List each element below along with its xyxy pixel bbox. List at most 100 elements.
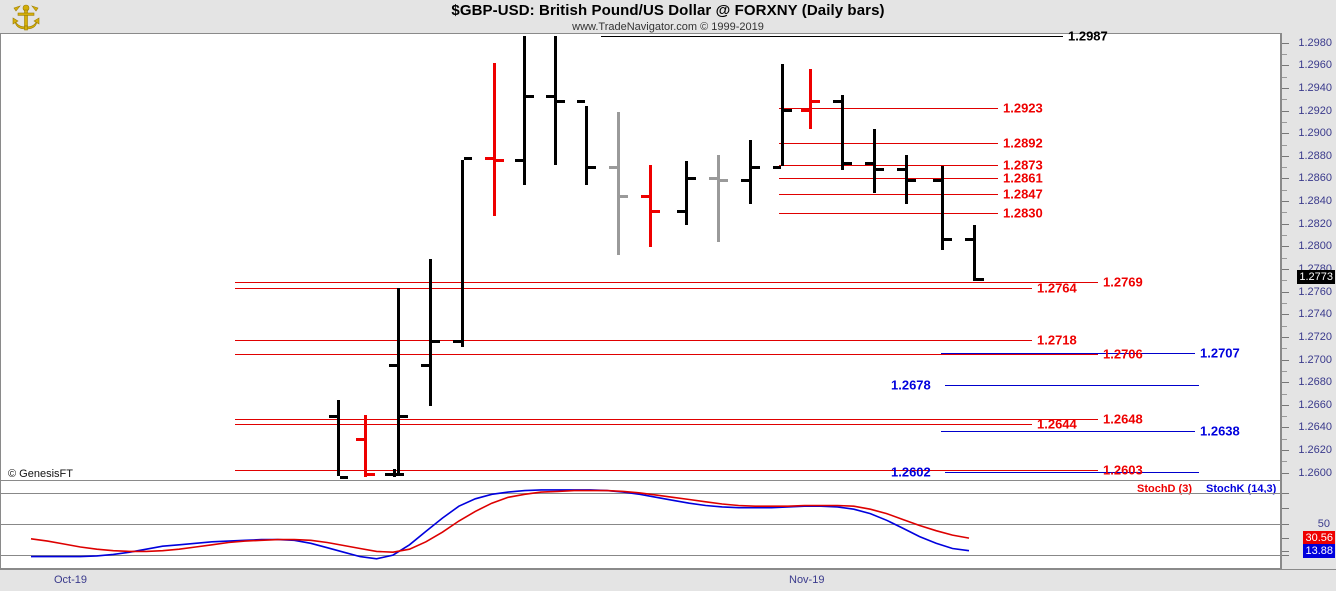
price-level-line[interactable] xyxy=(235,419,1098,421)
stoch-gridline-lower xyxy=(1,555,1280,557)
chart-title: $GBP-USD: British Pound/US Dollar @ FORX… xyxy=(451,2,885,19)
date-label-nov: Nov-19 xyxy=(789,574,825,586)
price-axis-label: 1.2700 xyxy=(1298,353,1332,366)
stoch-gridline-mid xyxy=(1,524,1280,525)
ohlc-close-tick xyxy=(876,168,884,172)
price-axis-label: 1.2640 xyxy=(1298,421,1332,434)
price-level-line[interactable] xyxy=(945,471,1199,473)
price-axis-tick-minor xyxy=(1282,280,1287,282)
ohlc-open-tick xyxy=(546,94,554,98)
ohlc-close-tick xyxy=(844,162,852,166)
ohlc-close-tick xyxy=(432,340,440,344)
price-axis-tick xyxy=(1282,404,1289,406)
ohlc-close-tick xyxy=(908,179,916,183)
chart-header: $GBP-USD: British Pound/US Dollar @ FORX… xyxy=(0,0,1336,33)
price-level-line[interactable] xyxy=(941,430,1195,432)
price-axis-tick-minor xyxy=(1282,189,1287,191)
ohlc-wick xyxy=(461,160,464,347)
ohlc-wick xyxy=(781,63,784,166)
ohlc-wick xyxy=(873,128,876,194)
stoch-axis-tick xyxy=(1282,555,1289,557)
ohlc-open-tick xyxy=(833,100,841,104)
price-axis-tick xyxy=(1282,472,1289,474)
price-level-line[interactable] xyxy=(945,385,1199,387)
stoch-axis-tick xyxy=(1282,492,1289,494)
ohlc-wick xyxy=(905,154,908,205)
price-level-line[interactable] xyxy=(235,282,1098,284)
price-level-line[interactable] xyxy=(941,352,1195,354)
ohlc-wick xyxy=(617,111,620,256)
price-level-line[interactable] xyxy=(779,178,998,180)
price-level-line[interactable] xyxy=(779,164,998,166)
ohlc-close-tick xyxy=(784,109,792,113)
current-price-marker: 1.2773 xyxy=(1297,269,1335,284)
ohlc-close-tick xyxy=(752,165,760,169)
stoch-d-legend: StochD (3) xyxy=(1137,483,1192,495)
price-axis-label: 1.2720 xyxy=(1298,330,1332,343)
price-level-line[interactable] xyxy=(601,35,1063,37)
price-level-line[interactable] xyxy=(779,143,998,145)
price-axis-label: 1.2760 xyxy=(1298,285,1332,298)
ohlc-wick xyxy=(364,414,367,478)
price-axis-tick xyxy=(1282,133,1289,135)
ohlc-close-tick xyxy=(652,210,660,214)
price-axis-tick-minor xyxy=(1282,144,1287,146)
stochastic-curves xyxy=(30,489,970,560)
date-label-oct: Oct-19 xyxy=(54,574,88,586)
ohlc-close-tick xyxy=(496,159,504,163)
chart-subtitle: www.TradeNavigator.com © 1999-2019 xyxy=(572,21,764,33)
price-axis-tick-minor xyxy=(1282,416,1287,418)
price-axis: 1.2980 1.2960 1.2940 1.2920 1.2900 1.2880 1.28… xyxy=(1281,33,1336,486)
ohlc-open-tick xyxy=(773,165,781,169)
ohlc-open-tick xyxy=(709,177,717,181)
ohlc-open-tick xyxy=(641,195,649,199)
price-axis-tick xyxy=(1282,65,1289,67)
ohlc-wick xyxy=(809,68,812,129)
stochastic-pane[interactable]: StochD (3) StochK (14,3) xyxy=(0,481,1281,569)
price-axis-tick xyxy=(1282,427,1289,429)
price-axis-label: 1.2860 xyxy=(1298,172,1332,185)
price-axis-label: 1.2600 xyxy=(1298,466,1332,479)
price-level-line[interactable] xyxy=(779,194,998,196)
ohlc-close-tick xyxy=(340,476,348,480)
stoch-axis-tick xyxy=(1282,508,1289,510)
price-level-line[interactable] xyxy=(235,353,1098,355)
price-axis-label: 1.2820 xyxy=(1298,217,1332,230)
ohlc-open-tick xyxy=(933,179,941,183)
price-axis-tick-minor xyxy=(1282,235,1287,237)
price-level-line[interactable] xyxy=(235,470,1098,472)
ohlc-wick xyxy=(941,165,944,250)
ohlc-wick xyxy=(397,288,400,477)
ohlc-wick xyxy=(841,94,844,171)
price-chart-pane[interactable]: © GenesisFT xyxy=(0,33,1281,481)
stoch-axis-tick xyxy=(1282,524,1289,525)
price-axis-tick-minor xyxy=(1282,53,1287,55)
ohlc-open-tick xyxy=(801,109,809,113)
price-level-line[interactable] xyxy=(235,423,1032,425)
price-axis-tick-minor xyxy=(1282,212,1287,214)
price-level-line[interactable] xyxy=(235,288,1032,290)
price-axis-label: 1.2920 xyxy=(1298,104,1332,117)
ohlc-close-tick xyxy=(944,238,952,242)
ohlc-close-tick xyxy=(812,100,820,104)
price-axis-label: 1.2980 xyxy=(1298,36,1332,49)
price-axis-tick-minor xyxy=(1282,121,1287,123)
ohlc-close-tick xyxy=(464,156,472,160)
price-axis-tick-minor xyxy=(1282,99,1287,101)
price-axis-tick-minor xyxy=(1282,348,1287,350)
price-axis-label: 1.2940 xyxy=(1298,81,1332,94)
price-axis-label: 1.2800 xyxy=(1298,240,1332,253)
ohlc-wick xyxy=(523,35,526,186)
price-level-line[interactable] xyxy=(779,108,998,110)
ohlc-close-tick xyxy=(688,177,696,181)
ohlc-open-tick xyxy=(389,363,397,367)
ohlc-wick xyxy=(393,469,396,478)
ohlc-wick xyxy=(337,400,340,477)
ohlc-open-tick xyxy=(356,437,364,441)
price-axis-tick-minor xyxy=(1282,76,1287,78)
ohlc-close-tick xyxy=(557,100,565,104)
stoch-d-line xyxy=(30,489,970,554)
ohlc-open-tick xyxy=(577,100,585,104)
price-level-line[interactable] xyxy=(235,340,1032,342)
price-level-line[interactable] xyxy=(779,213,998,215)
